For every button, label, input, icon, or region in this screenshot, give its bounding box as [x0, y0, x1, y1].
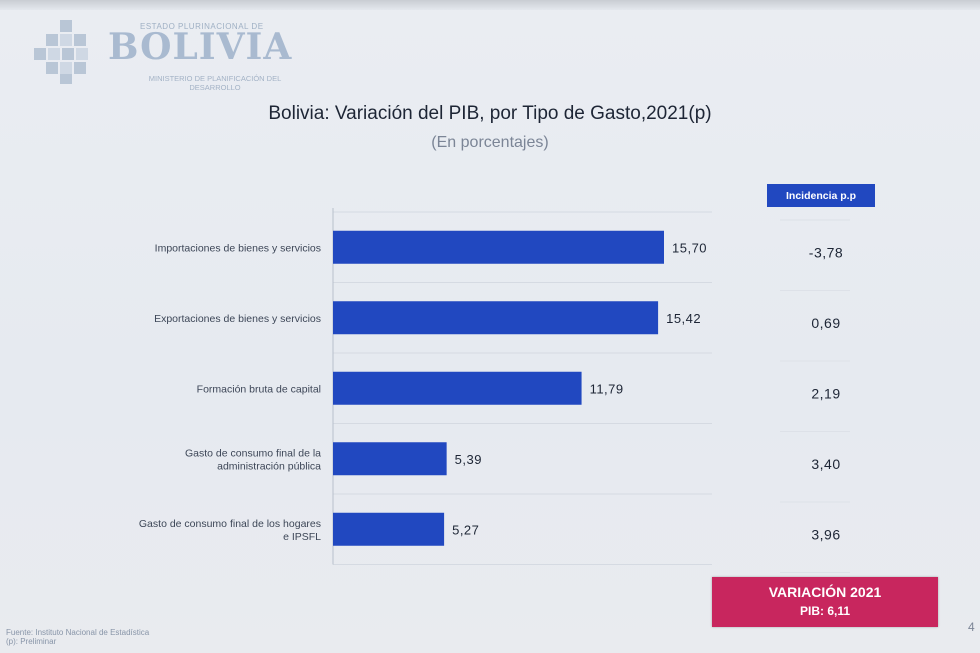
bolivia-logo: ESTADO PLURINACIONAL DE BOLIVIA MINISTER…	[28, 8, 291, 94]
source-line-1: Fuente: Instituto Nacional de Estadístic…	[6, 628, 150, 637]
bar-4	[333, 442, 447, 476]
logo-top-line: ESTADO PLURINACIONAL DE	[140, 22, 264, 31]
incidence-value-5: 3,96	[811, 526, 840, 542]
category-label-3: Formación bruta de capital	[197, 383, 321, 395]
category-label-4: administración pública	[217, 460, 321, 472]
source-line-2: (p): Preliminar	[6, 637, 57, 646]
pib-value: PIB: 6,11	[799, 604, 851, 618]
category-label-1: Importaciones de bienes y servicios	[155, 242, 321, 254]
bar-3	[333, 371, 582, 405]
category-label-5: e IPSFL	[283, 531, 321, 543]
incidence-value-4: 3,40	[811, 456, 840, 472]
incidence-value-2: 0,69	[811, 315, 840, 331]
logo-ministry: MINISTERIO DE PLANIFICACIÓN DEL DESARROL…	[148, 74, 282, 92]
incidence-value-1: -3,78	[809, 244, 843, 260]
page-number: 4	[968, 620, 975, 634]
bar-2	[333, 301, 659, 335]
bar-1	[333, 230, 664, 264]
data-label-5: 5,27	[452, 522, 479, 537]
data-label-1: 15,70	[672, 240, 707, 255]
incidence-header: Incidencia p.p	[767, 184, 875, 207]
category-label-2: Exportaciones de bienes y servicios	[154, 313, 321, 325]
top-band	[0, 0, 980, 10]
category-label-5: Gasto de consumo final de los hogares	[139, 518, 321, 530]
pib-variation-box: VARIACIÓN 2021 PIB: 6,11	[712, 577, 938, 627]
category-label-4: Gasto de consumo final de la	[185, 447, 321, 459]
data-label-3: 11,79	[590, 381, 624, 396]
logo-word: BOLIVIA	[108, 26, 293, 68]
data-label-4: 5,39	[455, 452, 482, 467]
chart-subtitle: (En porcentajes)	[431, 134, 549, 151]
source-note: Fuente: Instituto Nacional de Estadístic…	[6, 628, 149, 646]
logo-emblem-icon	[34, 20, 88, 84]
data-label-2: 15,42	[666, 311, 701, 326]
chart-title: Bolivia: Variación del PIB, por Tipo de …	[268, 103, 712, 124]
bar-5	[333, 512, 445, 546]
incidence-value-3: 2,19	[811, 385, 840, 401]
variation-label: VARIACIÓN 2021	[768, 584, 882, 600]
